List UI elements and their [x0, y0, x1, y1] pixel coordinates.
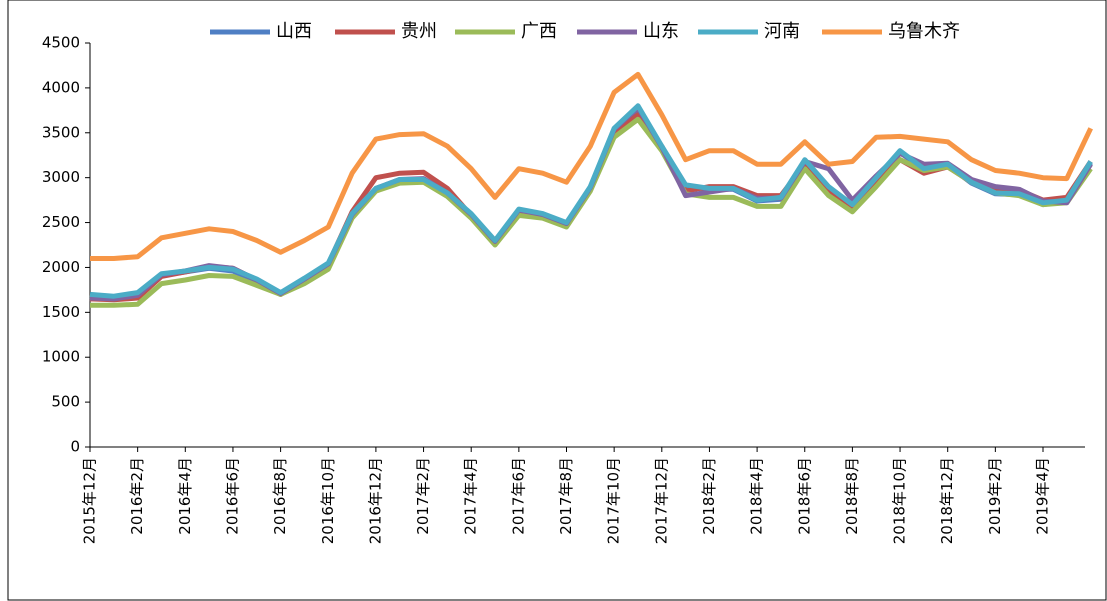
y-tick-label: 2500: [42, 213, 80, 231]
x-tick-label: 2017年4月: [462, 457, 480, 535]
y-tick-label: 1000: [42, 348, 80, 366]
x-tick-label: 2017年2月: [414, 457, 432, 535]
x-tick-label: 2016年8月: [271, 457, 289, 535]
x-tick-label: 2018年12月: [938, 457, 956, 544]
x-tick-label: 2018年4月: [748, 457, 766, 535]
y-tick-label: 500: [51, 393, 80, 411]
x-tick-label: 2016年2月: [128, 457, 146, 535]
x-tick-label: 2017年6月: [509, 457, 527, 535]
legend-label: 山西: [276, 21, 312, 42]
y-tick-label: 3500: [42, 123, 80, 141]
y-tick-label: 1500: [42, 303, 80, 321]
x-tick-label: 2016年12月: [366, 457, 384, 544]
y-tick-label: 0: [70, 438, 80, 456]
legend-label: 河南: [764, 21, 800, 42]
y-tick-label: 4000: [42, 78, 80, 96]
x-tick-label: 2016年4月: [176, 457, 194, 535]
y-tick-label: 4500: [42, 34, 80, 52]
legend-label: 贵州: [401, 21, 437, 42]
legend-label: 山东: [643, 21, 679, 42]
x-tick-label: 2019年4月: [1034, 457, 1052, 535]
x-tick-label: 2017年10月: [605, 457, 623, 544]
x-tick-label: 2017年12月: [652, 457, 670, 544]
legend-label: 乌鲁木齐: [888, 21, 960, 42]
x-tick-label: 2018年10月: [891, 457, 909, 544]
x-tick-label: 2015年12月: [81, 457, 99, 544]
frame: [7, 0, 1107, 601]
y-tick-label: 2000: [42, 258, 80, 276]
y-tick-label: 3000: [42, 168, 80, 186]
legend-label: 广西: [521, 21, 557, 42]
line-series: [89, 103, 1093, 299]
line-series: [90, 71, 1093, 261]
x-tick-label: 2018年2月: [700, 457, 718, 535]
x-tick-label: 2018年6月: [795, 457, 813, 535]
x-tick-label: 2017年8月: [557, 457, 575, 535]
x-tick-label: 2016年10月: [319, 457, 337, 544]
x-tick-label: 2016年6月: [223, 457, 241, 535]
x-tick-label: 2018年8月: [843, 457, 861, 535]
x-tick-label: 2019年2月: [986, 457, 1004, 535]
